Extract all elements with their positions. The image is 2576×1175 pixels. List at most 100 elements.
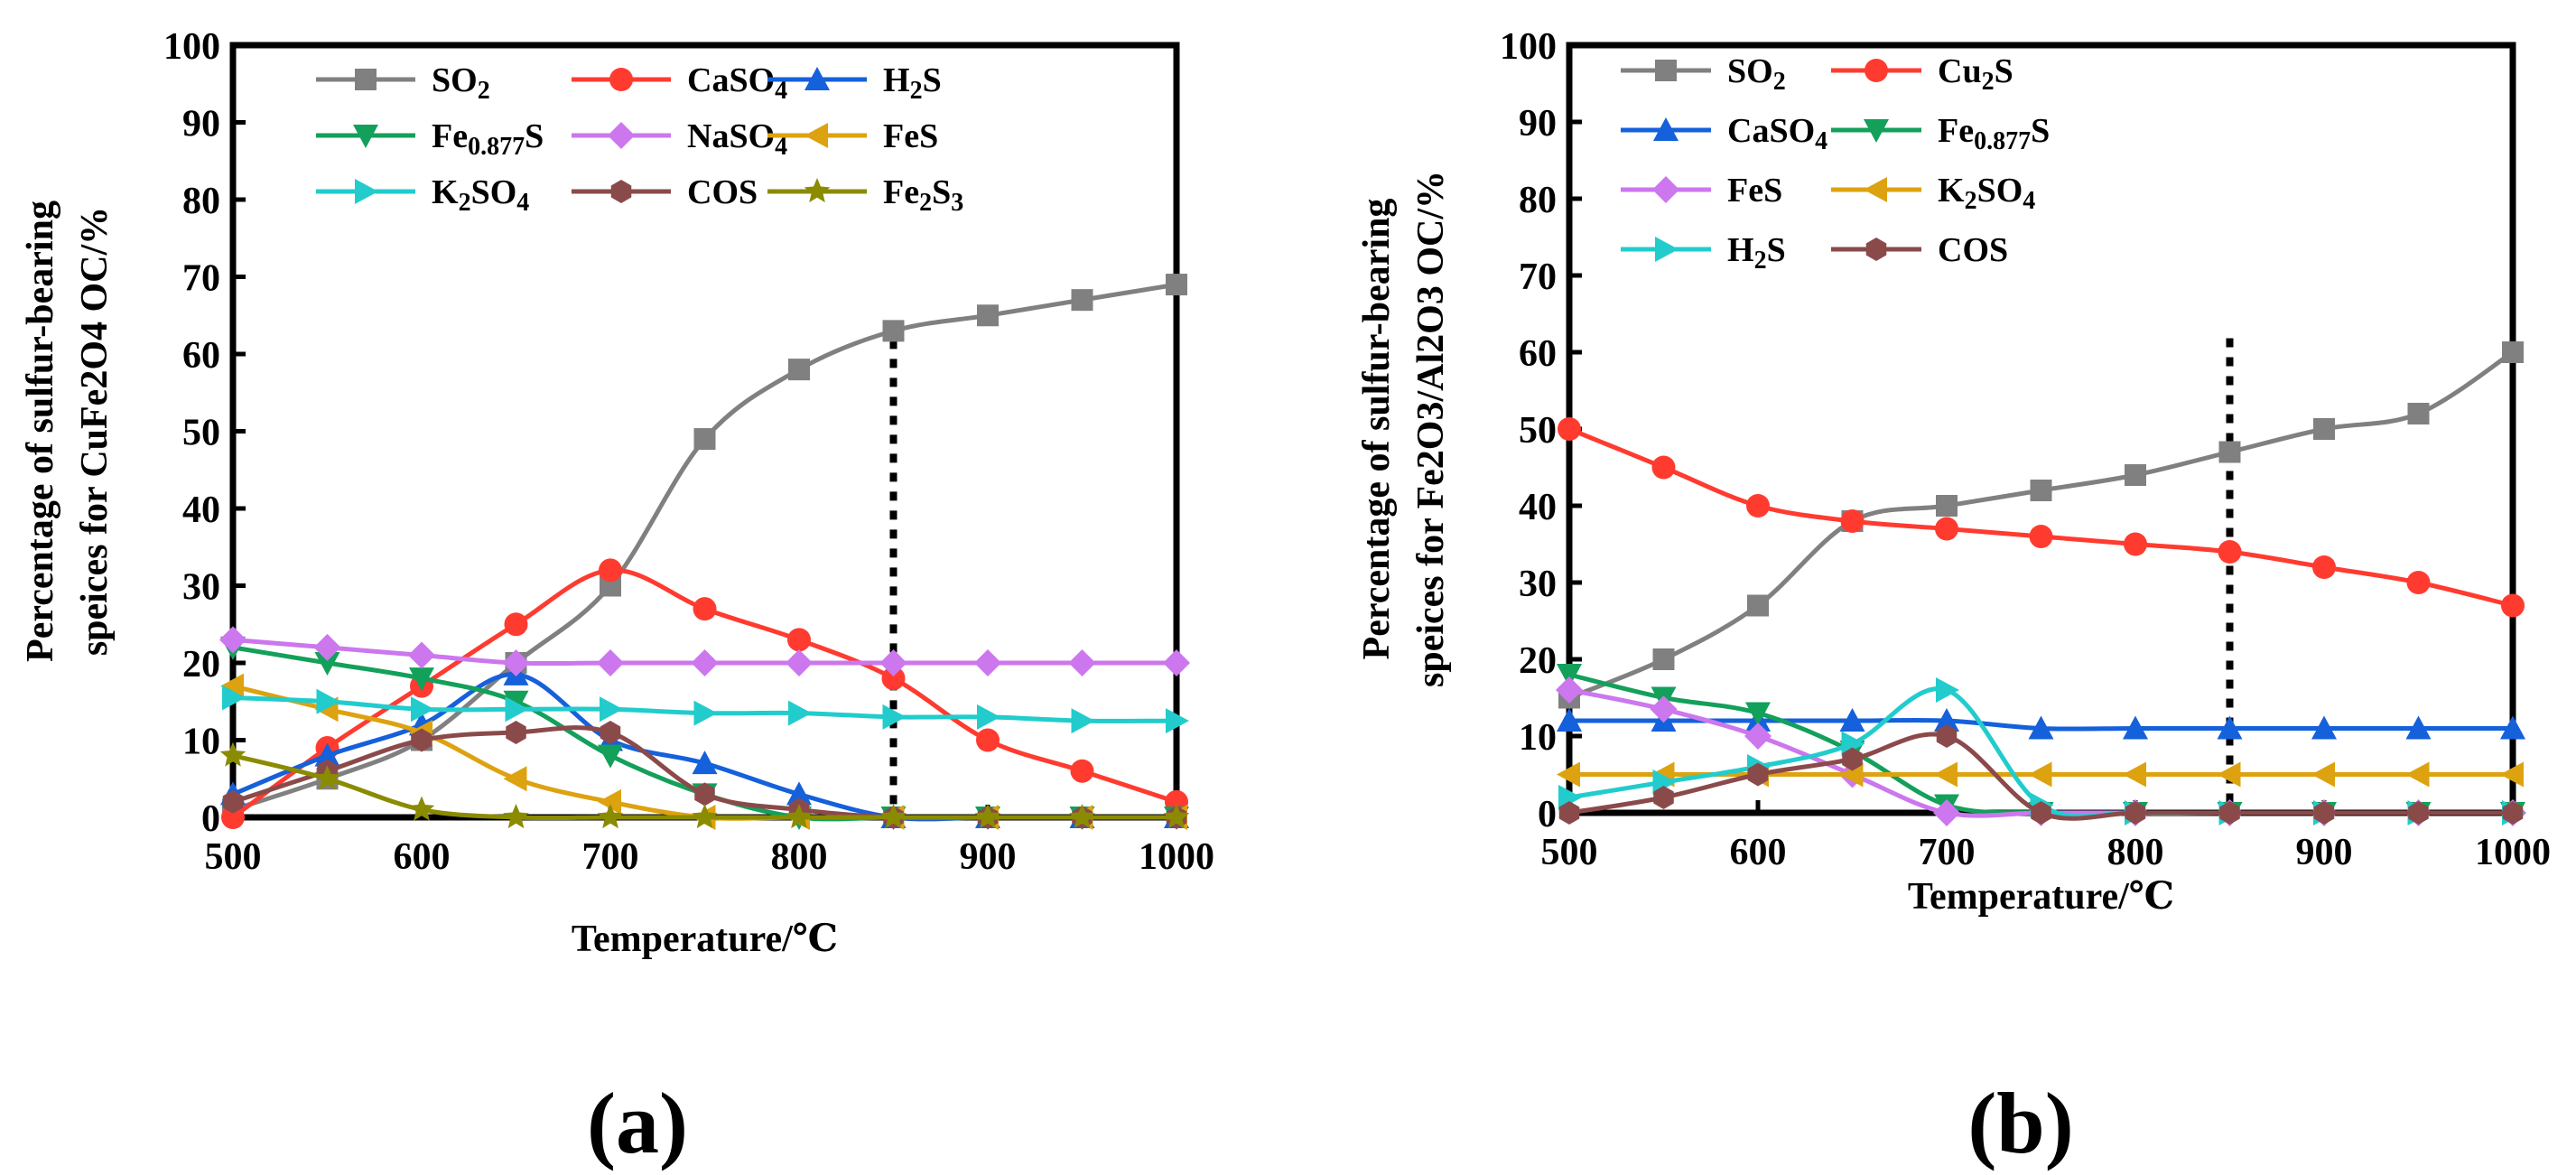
y-tick-label: 90	[1519, 103, 1557, 145]
data-point-NaSO4	[691, 649, 719, 676]
x-tick-label: 800	[771, 836, 828, 878]
data-point-K2SO4	[2028, 761, 2052, 788]
data-point-CaSO4	[2311, 715, 2337, 740]
legend-marker-Fe0.877S	[1864, 119, 1889, 143]
legend-label-COS: COS	[1938, 231, 2008, 269]
data-point-Fe2S3	[692, 804, 718, 829]
y-axis-label-line2: speices for CuFe2O4 OC/%	[74, 207, 116, 656]
legend-marker-NaSO4	[608, 122, 635, 149]
data-point-FeS	[503, 766, 527, 792]
data-point-COS	[411, 728, 432, 752]
data-point-Cu2S	[2029, 525, 2053, 548]
plot-frame	[1566, 42, 2516, 816]
data-point-SO2	[1071, 289, 1093, 312]
data-point-K2SO4	[2500, 761, 2524, 788]
data-point-CaSO4	[221, 806, 245, 829]
data-point-NaSO4	[786, 649, 813, 676]
data-point-SO2	[2407, 403, 2430, 424]
data-point-SO2	[1166, 274, 1187, 296]
data-point-FeS	[1650, 695, 1678, 723]
legend-marker-FeS	[804, 123, 828, 148]
data-point-CaSO4	[787, 628, 811, 652]
data-point-COS	[2125, 801, 2146, 825]
data-point-Cu2S	[2124, 532, 2147, 556]
y-tick-label: 80	[1519, 180, 1557, 221]
series-K2SO4	[222, 685, 1189, 734]
legend-label-FeS: FeS	[883, 117, 938, 155]
legend-label-K2SO4: K2SO4	[432, 173, 529, 217]
data-point-CaSO4	[1557, 708, 1582, 732]
data-point-Fe2S3	[597, 804, 624, 829]
data-point-COS	[1653, 786, 1674, 809]
data-point-K2SO4	[1557, 761, 1580, 788]
chart-panel-a: 0 10 20 30 40 50 60 70 80 90 100 500 600 700 800 900 100…	[20, 26, 1214, 960]
legend-marker-COS	[610, 180, 632, 203]
data-point-NaSO4	[879, 649, 907, 676]
y-axis-label-line2: speices for Fe2O3/Al2O3 OC/%	[1410, 171, 1452, 687]
data-point-NaSO4	[1163, 649, 1190, 676]
data-point-FeS	[1556, 676, 1583, 704]
data-point-COS	[600, 720, 621, 744]
y-tick-label: 70	[1519, 256, 1557, 298]
data-point-FeS	[1933, 799, 1960, 826]
x-tick-label: 600	[1730, 832, 1787, 873]
legend-label-SO2: SO2	[432, 61, 490, 105]
series-line-Cu2S	[1568, 426, 2514, 608]
data-point-K2SO4	[693, 700, 718, 726]
data-point-COS	[2219, 801, 2240, 825]
data-point-SO2	[2030, 480, 2052, 501]
legend-label-COS: COS	[687, 173, 758, 211]
data-point-K2SO4	[1071, 708, 1095, 734]
data-point-K2SO4	[505, 696, 529, 723]
legend-marker-H2S	[804, 67, 830, 90]
data-point-FeS	[220, 673, 244, 699]
legend-marker-SO2	[355, 69, 377, 90]
series-line-FeS	[1568, 687, 2513, 818]
data-point-Fe0.877S	[503, 690, 529, 714]
legend-label-NaSO4: NaSO4	[687, 117, 787, 161]
data-point-Fe2S3	[974, 804, 1001, 829]
data-point-K2SO4	[788, 700, 812, 726]
y-tick-label: 50	[182, 413, 220, 454]
legend-label-FeS: FeS	[1727, 172, 1782, 210]
data-point-Fe2S3	[314, 765, 340, 790]
data-point-CaSO4	[2028, 715, 2054, 740]
data-point-K2SO4	[222, 685, 246, 711]
data-point-SO2	[1652, 648, 1675, 670]
legend-marker-K2SO4	[355, 179, 378, 204]
data-point-Cu2S	[1746, 494, 1770, 518]
legend-marker-Fe2S3	[804, 178, 831, 203]
y-tick-label: 30	[1519, 564, 1557, 605]
data-point-Cu2S	[1558, 417, 1581, 441]
legend-marker-FeS	[1652, 176, 1679, 203]
data-point-Fe0.877S	[314, 652, 340, 676]
chart-panel-b: 0 10 20 30 40 50 60 70 80 90 100 500 600 700 800 900 100…	[1356, 26, 2551, 918]
data-point-Fe0.877S	[1557, 664, 1582, 687]
data-point-K2SO4	[600, 696, 623, 723]
x-tick-label: 500	[205, 836, 262, 878]
data-point-SO2	[977, 304, 999, 327]
data-point-COS	[2408, 801, 2429, 825]
x-tick-label: 700	[582, 836, 639, 878]
data-point-K2SO4	[2311, 761, 2335, 788]
data-point-K2SO4	[1934, 761, 1958, 788]
x-axis-label: Temperature/℃	[1908, 876, 2174, 918]
data-point-Cu2S	[2312, 555, 2336, 579]
data-point-H2S	[314, 742, 340, 767]
data-point-CaSO4	[1934, 708, 1959, 732]
data-point-CaSO4	[1839, 708, 1865, 732]
data-point-SO2	[1936, 495, 1958, 517]
data-point-H2S	[786, 781, 812, 806]
data-point-Fe2S3	[219, 741, 246, 767]
data-point-Fe0.877S	[598, 744, 623, 769]
legend-label-H2S: H2S	[883, 61, 942, 105]
data-point-COS	[2502, 801, 2524, 825]
data-point-Cu2S	[1840, 509, 1865, 533]
data-point-Fe2S3	[880, 804, 907, 829]
x-tick-label: 1000	[2475, 832, 2551, 873]
data-point-SO2	[2502, 341, 2524, 363]
y-tick-label: 60	[182, 335, 220, 377]
data-point-NaSO4	[1068, 649, 1096, 676]
data-point-COS	[2031, 801, 2051, 825]
